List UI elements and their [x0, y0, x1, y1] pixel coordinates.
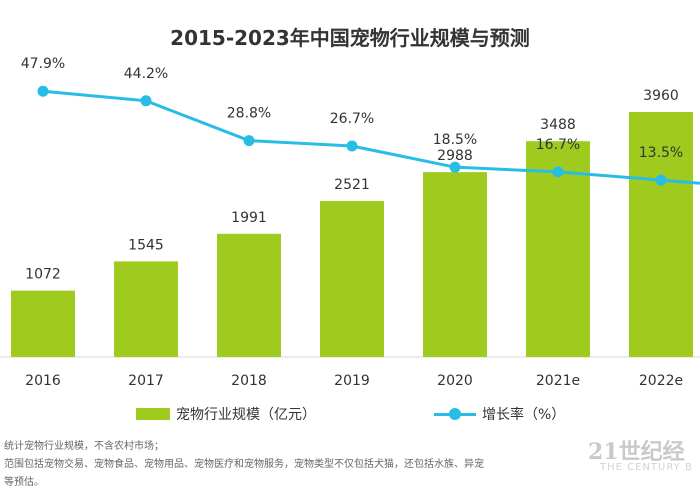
legend-line-swatch: [434, 408, 476, 420]
x-tick-2020: 2020: [437, 373, 473, 389]
bar-value-label-2021e: 3488: [540, 117, 576, 133]
legend-bar-swatch: [136, 408, 170, 420]
bar-value-label-2022e: 3960: [643, 88, 679, 104]
growth-label-2018: 28.8%: [227, 106, 271, 122]
bar-value-label-2019: 2521: [334, 177, 370, 193]
x-tick-2019: 2019: [334, 373, 370, 389]
bar-value-labels: 1072 1545 1991 2521 2988 3488 3960: [25, 88, 679, 283]
bar-2018: [217, 233, 281, 357]
x-tick-2022e: 2022e: [639, 373, 683, 389]
bar-value-label-2017: 1545: [128, 237, 164, 253]
growth-label-2017: 44.2%: [124, 66, 168, 82]
bar-2016: [11, 290, 75, 357]
bar-series: [11, 111, 693, 357]
bar-2020: [423, 172, 487, 357]
chart-notes: 统计宠物行业规模，不含农村市场； 范围包括宠物交易、宠物食品、宠物用品、宠物医疗…: [4, 438, 604, 492]
growth-label-2016: 47.9%: [21, 56, 65, 72]
legend-line-label: 增长率（%）: [482, 407, 566, 423]
note-line-2: 范围包括宠物交易、宠物食品、宠物用品、宠物医疗和宠物服务，宠物类型不仅包括犬猫，…: [4, 459, 484, 470]
growth-label-2021e: 16.7%: [536, 137, 580, 153]
watermark-subtext: THE CENTURY B: [600, 462, 693, 473]
growth-point-2020: [449, 161, 461, 173]
bar-value-label-2018: 1991: [231, 210, 267, 226]
x-tick-2018: 2018: [231, 373, 267, 389]
growth-label-2020: 18.5%: [433, 132, 477, 148]
note-line-3: 等预估。: [4, 477, 44, 488]
note-line-1: 统计宠物行业规模，不含农村市场；: [4, 441, 164, 452]
bar-2017: [114, 261, 178, 357]
growth-point-2022e: [655, 174, 667, 186]
watermark-logo: 21世纪经: [588, 439, 685, 465]
growth-label-2022e: 13.5%: [639, 145, 683, 161]
growth-point-2018: [243, 135, 255, 147]
legend-bar: 宠物行业规模（亿元）: [136, 404, 316, 424]
x-tick-2021e: 2021e: [536, 373, 580, 389]
chart-title: 2015-2023年中国宠物行业规模与预测: [170, 26, 530, 50]
growth-point-2021e: [552, 166, 564, 178]
x-tick-2016: 2016: [25, 373, 61, 389]
bar-value-label-2016: 1072: [25, 267, 61, 283]
legend-line: 增长率（%）: [434, 404, 565, 424]
growth-label-2019: 26.7%: [330, 111, 374, 127]
x-tick-2017: 2017: [128, 373, 164, 389]
legend-bar-label: 宠物行业规模（亿元）: [176, 407, 316, 423]
x-tick-labels: 2016 2017 2018 2019 2020 2021e 2022e: [25, 373, 683, 389]
bar-value-label-2020: 2988: [437, 148, 473, 164]
growth-point-2019: [346, 140, 358, 152]
bar-2019: [320, 201, 384, 357]
growth-point-2016: [37, 85, 49, 97]
growth-line-series: 47.9% 44.2% 28.8% 26.7% 18.5% 16.7% 13.5%: [21, 56, 700, 186]
growth-point-2017: [140, 95, 152, 107]
growth-line: [42, 89, 700, 185]
bar-2022e: [629, 111, 693, 357]
